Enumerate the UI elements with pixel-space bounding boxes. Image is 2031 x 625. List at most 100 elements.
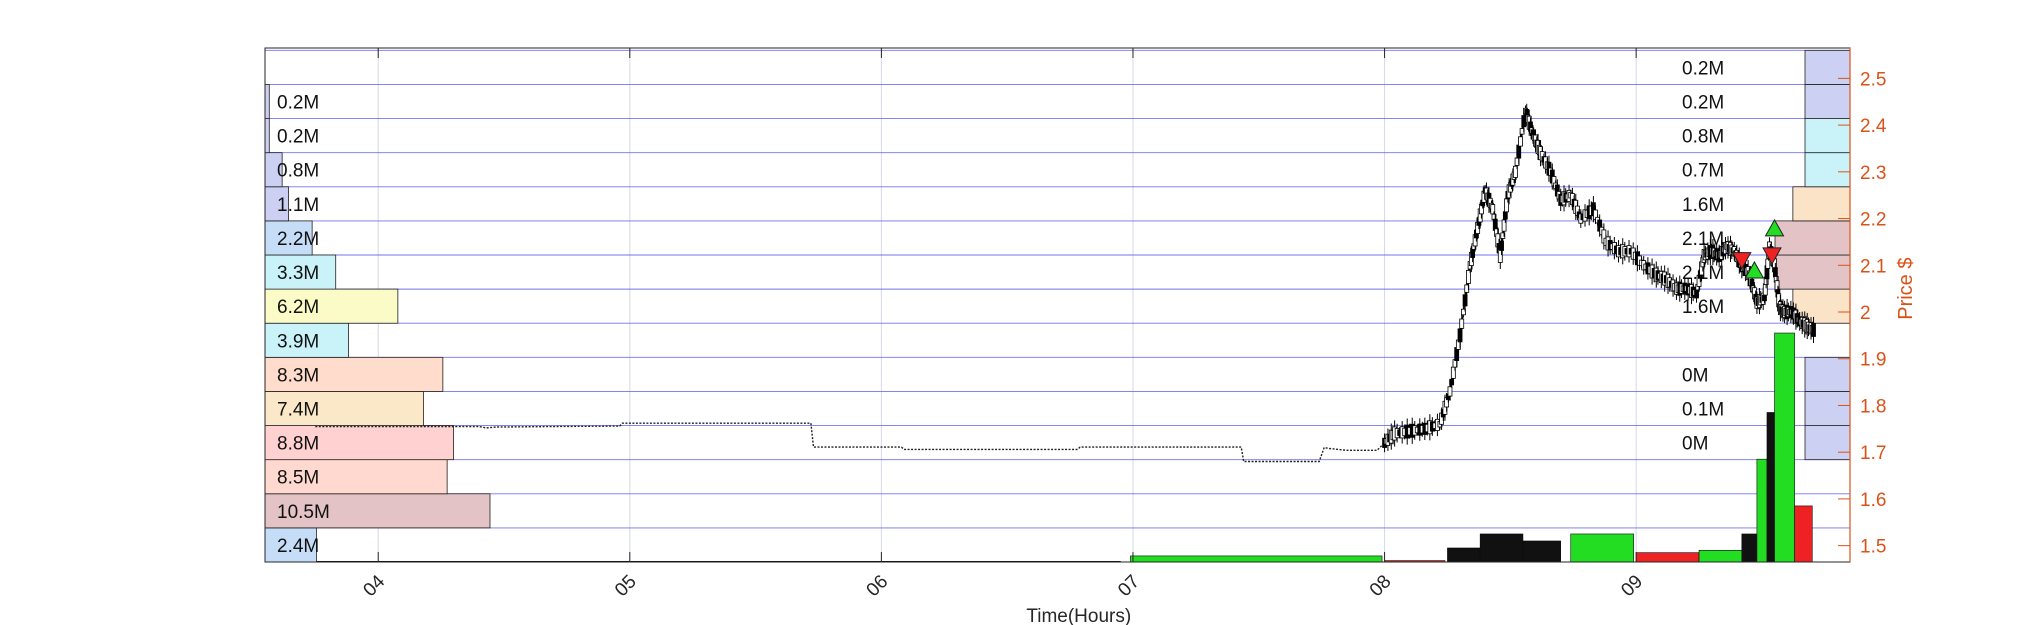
candle-body-67-5 xyxy=(1811,322,1816,337)
volume-profile-left-label-1: 10.5M xyxy=(277,502,330,523)
volume-profile-right-label-0: 0M xyxy=(1682,434,1708,455)
volume-bar-7 xyxy=(1635,552,1700,563)
y-tick-label-2.1: 2.1 xyxy=(1860,256,1886,277)
trade-signals xyxy=(1731,218,1785,279)
y-tick-label-2.5: 2.5 xyxy=(1860,69,1886,90)
y-tick-label-2: 2 xyxy=(1860,303,1871,324)
volume-profile-left-label-7: 6.2M xyxy=(277,297,319,318)
volume-profile-left-label-11: 0.8M xyxy=(277,161,319,182)
volume-profile-right-bar-8 xyxy=(1804,118,1851,154)
y-axis: 1.5 1.6 1.7 1.8 1.9 2 2.1 2.2 2.3 2.4 2.5 xyxy=(1838,48,1887,562)
y-tick-label-1.6: 1.6 xyxy=(1860,490,1886,511)
y-tick-label-1.9: 1.9 xyxy=(1860,350,1886,371)
x-tick-label-08: 08 xyxy=(1366,571,1396,601)
y-tick-label-2.3: 2.3 xyxy=(1860,163,1886,184)
volume-profile-left-label-8: 3.3M xyxy=(277,263,319,284)
volume-bar-6 xyxy=(1570,533,1634,563)
candle-body-60-0 xyxy=(1762,294,1767,302)
volume-profile-right-label-8: 0.8M xyxy=(1682,127,1724,148)
candle-body-27-0 xyxy=(1457,328,1463,343)
price-series xyxy=(315,103,1816,463)
y-tick-label-2.2: 2.2 xyxy=(1860,210,1886,231)
sell-signal-marker-2 xyxy=(1762,247,1782,265)
volume-bar-13 xyxy=(1794,505,1813,563)
candle-body-26-0 xyxy=(1447,386,1453,397)
x-tick-label-06: 06 xyxy=(863,571,893,601)
volume-profile-right-label-10: 0.2M xyxy=(1682,58,1724,79)
x-axis-title: Time(Hours) xyxy=(1026,606,1131,625)
sell-signal-marker-1 xyxy=(1731,252,1752,270)
volume-profile-left-label-2: 8.5M xyxy=(277,468,319,489)
grid xyxy=(265,48,1850,563)
volume-profile-left-label-4: 7.4M xyxy=(277,400,319,421)
volume-profile-right-label-7: 0.7M xyxy=(1682,161,1724,182)
candle-body-27-3 xyxy=(1462,294,1468,307)
volume-profile-left: 2.4M 10.5M 8.5M 8.8M 7.4M 8.3M 3.9M 6.2M 3.3M 2.2… xyxy=(264,84,491,563)
candle-body-32-2 xyxy=(1500,232,1506,239)
volume-profile-left-label-13: 0.2M xyxy=(277,93,319,114)
volume-profile-right-label-5: 2.1M xyxy=(1682,229,1724,250)
volume-bar-9 xyxy=(1741,533,1758,563)
buy-signal-marker-0 xyxy=(1744,260,1765,279)
volume-profile-left-label-12: 0.2M xyxy=(277,127,319,148)
volume-profile-left-bar-0 xyxy=(264,527,317,563)
volume-profile-left-label-5: 8.3M xyxy=(277,365,319,386)
candle-body-27-5 xyxy=(1466,270,1471,284)
x-axis: 04 05 06 07 08 09 xyxy=(359,48,1647,601)
volume-bar-12 xyxy=(1774,332,1795,563)
volume-bar-11 xyxy=(1766,412,1775,563)
volume-bar-10 xyxy=(1756,458,1768,563)
volume-profile-left-label-9: 2.2M xyxy=(277,229,319,250)
volume-profile-left-label-3: 8.8M xyxy=(277,434,319,455)
candle-body-32-1 xyxy=(1499,240,1504,251)
x-tick-label-07: 07 xyxy=(1114,571,1144,601)
volume-bar-8 xyxy=(1698,550,1743,563)
volume-profile-right-bar-0 xyxy=(1804,425,1851,461)
y-tick-label-1.7: 1.7 xyxy=(1860,443,1886,464)
buy-signal-marker-3 xyxy=(1764,218,1785,237)
volume-profile-left-bar-4 xyxy=(264,391,424,426)
volume-profile-left-bar-12 xyxy=(264,118,270,154)
volume-bar-4 xyxy=(1479,533,1524,563)
x-tick-label-05: 05 xyxy=(611,571,641,601)
volume-profile-right-label-9: 0.2M xyxy=(1682,93,1724,114)
y-tick-label-1.8: 1.8 xyxy=(1860,396,1886,417)
volume-profile-right-bar-10 xyxy=(1804,49,1851,85)
volume-profile-right-bar-4 xyxy=(1774,254,1851,290)
y-axis-title: Price $ xyxy=(1895,258,1917,320)
volume-profile-left-bar-5 xyxy=(264,356,444,392)
x-tick-label-09: 09 xyxy=(1617,571,1647,601)
volume-profile-right-bar-9 xyxy=(1804,84,1851,119)
candle-body-27-1 xyxy=(1459,318,1465,329)
volume-profile-right-label-3: 1.6M xyxy=(1682,297,1724,318)
volume-profile-left-bar-3 xyxy=(264,425,454,461)
y-tick-label-2.4: 2.4 xyxy=(1860,116,1887,137)
volume-profile-left-label-10: 1.1M xyxy=(277,195,319,216)
price-line-premarket xyxy=(315,422,1386,463)
candle-body-27-2 xyxy=(1460,308,1466,316)
volume-bar-3 xyxy=(1447,547,1481,563)
volume-profile-left-bar-8 xyxy=(264,254,337,290)
volume-profile-left-bar-1 xyxy=(264,493,491,529)
candle-body-32-3 xyxy=(1501,219,1507,232)
volume-profile-right-bar-2 xyxy=(1804,356,1851,392)
volume-bar-5 xyxy=(1522,540,1561,563)
candle-body-60-1 xyxy=(1762,283,1768,296)
volume-profile-right-bar-1 xyxy=(1804,391,1851,426)
volume-profile-left-label-6: 3.9M xyxy=(277,331,319,352)
volume-bar-1 xyxy=(1130,555,1383,563)
candle-body-60-4 xyxy=(1765,258,1771,269)
volume-profile-right-label-6: 1.6M xyxy=(1682,195,1724,216)
volume-profile-right-bar-7 xyxy=(1804,152,1851,188)
plot-frame xyxy=(264,47,1851,563)
x-tick-label-04: 04 xyxy=(359,571,389,601)
y-tick-label-1.5: 1.5 xyxy=(1860,537,1886,558)
volume-profile-right-label-1: 0.1M xyxy=(1682,400,1724,421)
volume-profile-right-label-2: 0M xyxy=(1682,365,1708,386)
volume-profile-right-bar-6 xyxy=(1792,186,1851,222)
volume-profile-left-bar-13 xyxy=(264,84,270,119)
candle-body-34-3 xyxy=(1518,136,1523,147)
volume-profile-left-bar-9 xyxy=(264,220,313,256)
